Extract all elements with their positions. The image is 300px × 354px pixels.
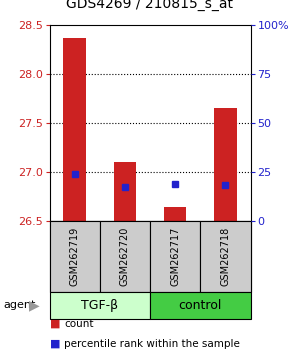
Text: agent: agent [3, 300, 35, 310]
Bar [150, 292, 250, 319]
Text: GSM262719: GSM262719 [70, 227, 80, 286]
Text: ▶: ▶ [29, 298, 40, 312]
Bar [200, 221, 250, 292]
Bar [100, 221, 150, 292]
Text: GDS4269 / 210815_s_at: GDS4269 / 210815_s_at [67, 0, 233, 11]
Bar [164, 206, 186, 221]
Text: count: count [64, 319, 94, 329]
Text: GSM262720: GSM262720 [120, 227, 130, 286]
Text: GSM262718: GSM262718 [220, 227, 230, 286]
Bar [63, 38, 86, 221]
Text: control: control [178, 299, 222, 312]
Bar [150, 221, 200, 292]
Text: ■: ■ [50, 319, 60, 329]
Bar [50, 292, 150, 319]
Text: GSM262717: GSM262717 [170, 227, 180, 286]
Text: ■: ■ [50, 339, 60, 349]
Bar [50, 221, 100, 292]
Text: percentile rank within the sample: percentile rank within the sample [64, 339, 240, 349]
Bar [114, 162, 136, 221]
Bar [214, 108, 237, 221]
Text: TGF-β: TGF-β [81, 299, 118, 312]
